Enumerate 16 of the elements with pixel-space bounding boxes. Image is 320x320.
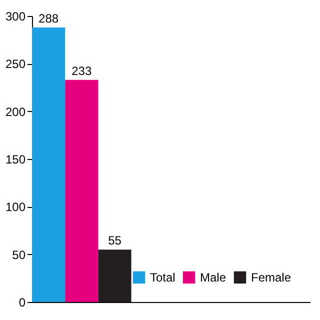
y-tick-label: 250 — [5, 57, 26, 72]
bar — [32, 27, 66, 302]
y-tick-label: 50 — [12, 248, 26, 262]
y-tick-label: 200 — [5, 104, 26, 119]
y-tick-label: 300 — [5, 10, 26, 24]
legend-label: Male — [200, 270, 226, 284]
y-tick-label: 150 — [5, 152, 26, 166]
legend-label: Total — [150, 270, 176, 284]
y-tick-label: 100 — [5, 200, 26, 214]
data-label: 288 — [38, 11, 59, 26]
legend-label: Female — [251, 270, 292, 284]
y-tick-label: 0 — [18, 296, 26, 310]
bar — [98, 250, 132, 302]
bar — [65, 80, 98, 302]
data-label: 233 — [72, 64, 92, 78]
data-label: 55 — [108, 234, 122, 248]
